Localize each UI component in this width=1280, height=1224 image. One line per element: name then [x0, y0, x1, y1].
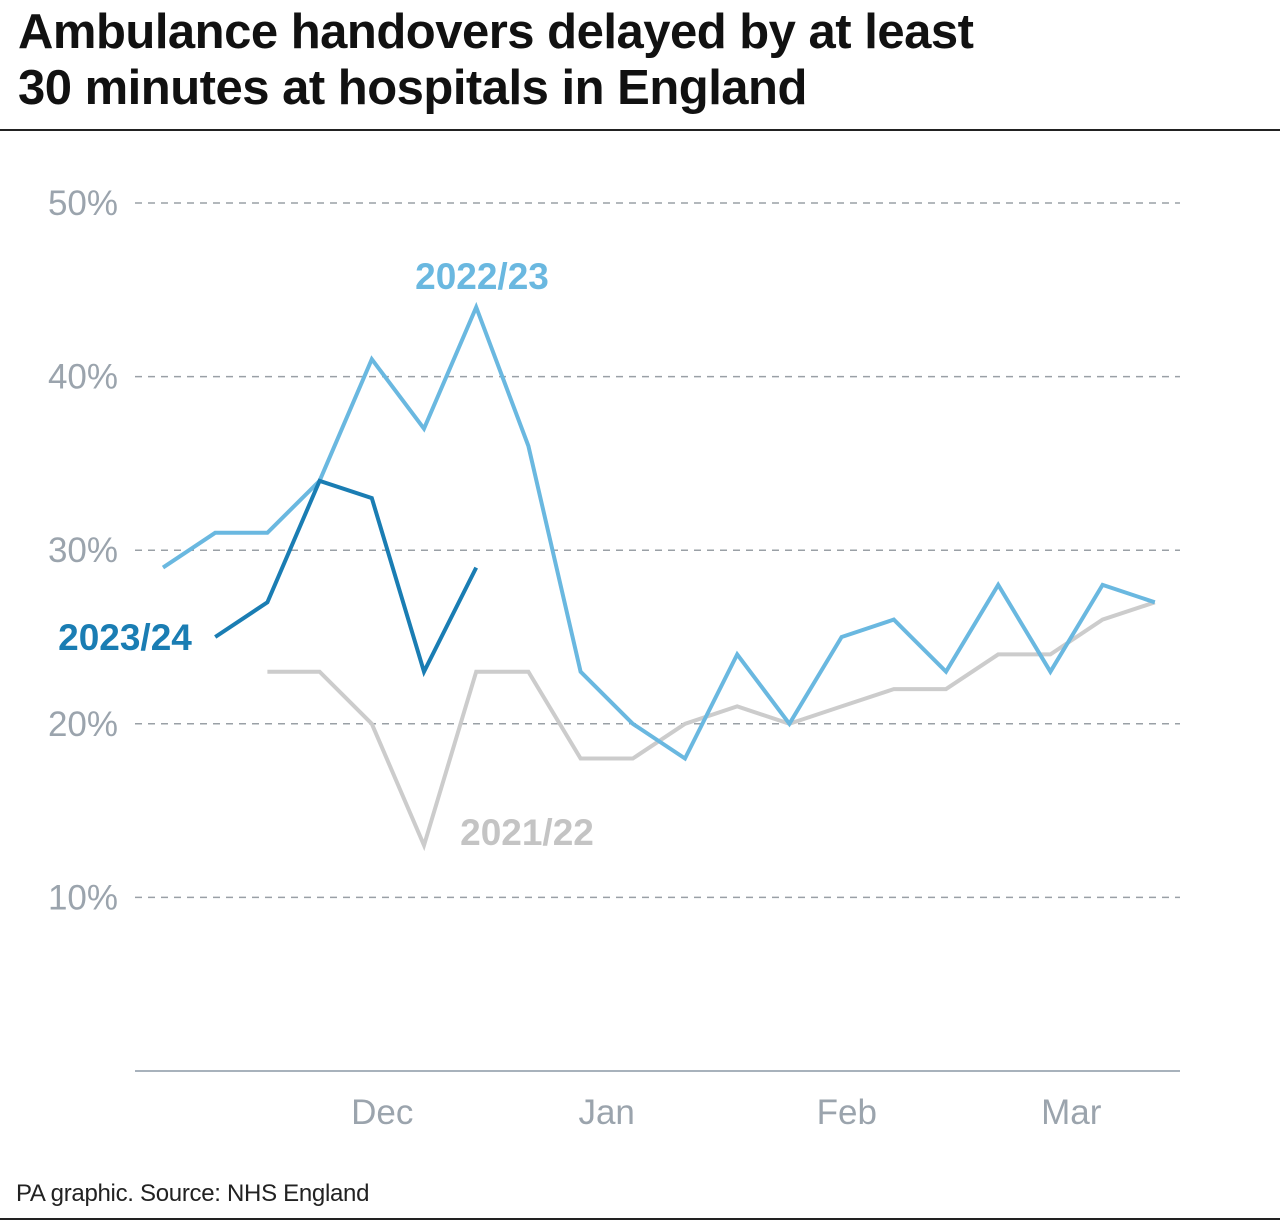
- gridlines: [135, 202, 1180, 899]
- y-axis-tick-labels: 10% 20% 30% 40% 50%: [48, 184, 118, 917]
- x-axis-tick-labels: Dec Jan Feb Mar: [351, 1093, 1102, 1132]
- x-tick-label: Dec: [351, 1093, 413, 1132]
- series-label-2021-22: 2021/22: [460, 812, 594, 853]
- y-tick-label: 50%: [48, 184, 118, 223]
- title-divider: [0, 129, 1280, 131]
- y-tick-label: 40%: [48, 358, 118, 397]
- chart-title-line-2: 30 minutes at hospitals in England: [18, 61, 807, 115]
- series-label-2022-23: 2022/23: [415, 256, 549, 297]
- x-tick-label: Jan: [578, 1093, 634, 1132]
- x-tick-label: Feb: [817, 1093, 877, 1132]
- y-tick-label: 30%: [48, 531, 118, 570]
- source-note: PA graphic. Source: NHS England: [16, 1180, 370, 1207]
- series-line-2021-22: [267, 600, 1156, 852]
- x-tick-label: Mar: [1041, 1093, 1102, 1132]
- chart-title: Ambulance handovers delayed by at least …: [18, 4, 1258, 116]
- series-label-2023-24: 2023/24: [58, 617, 192, 658]
- series-line-2022-23: [161, 301, 1156, 762]
- y-tick-label: 20%: [48, 705, 118, 744]
- y-tick-label: 10%: [48, 878, 118, 917]
- chart-title-line-1: Ambulance handovers delayed by at least: [18, 5, 974, 59]
- bottom-divider: [0, 1218, 1280, 1220]
- series-line-2023-24: [214, 478, 478, 678]
- series-lines: [161, 301, 1156, 852]
